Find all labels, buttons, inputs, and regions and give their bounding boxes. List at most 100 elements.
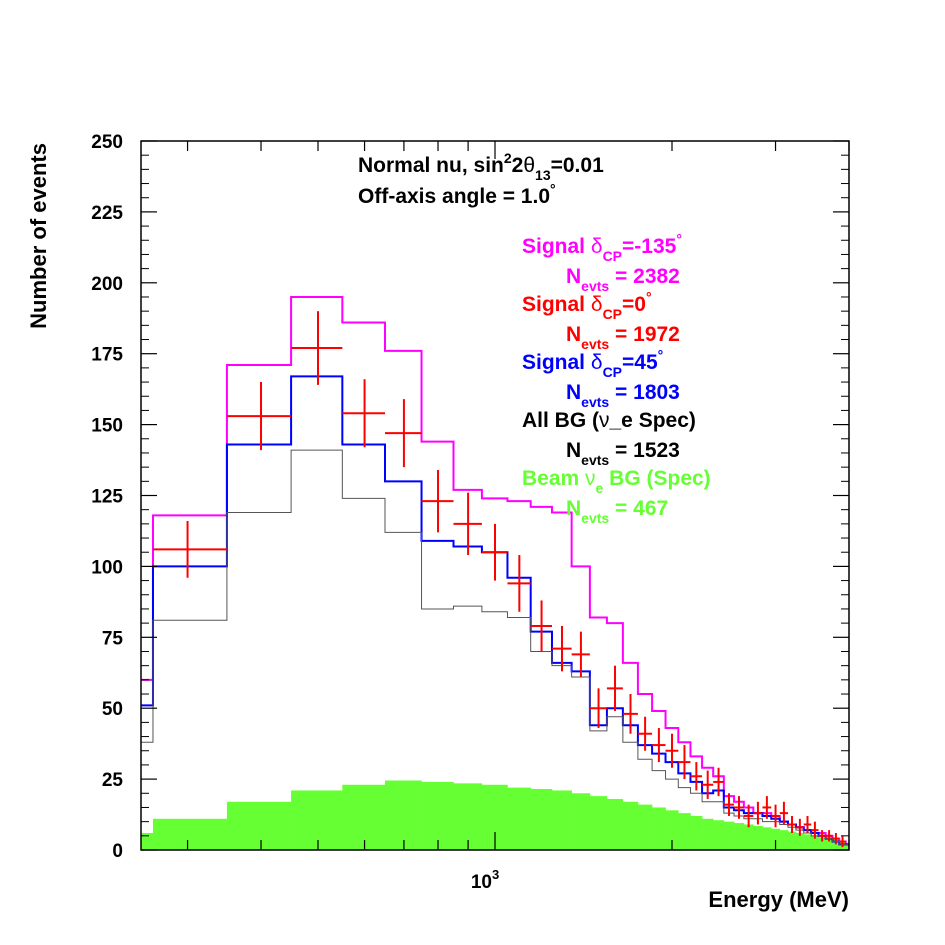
data-point [713, 767, 724, 797]
beam-bg-bar [771, 828, 781, 850]
data-point [803, 815, 812, 833]
beam-bg-bar [652, 807, 666, 850]
beam-bg-bar [825, 838, 833, 850]
beam-bg-bar [507, 787, 531, 850]
beam-bg-bar [342, 784, 386, 850]
beam-bg-bar [743, 824, 754, 850]
beam-bg-bar [291, 790, 343, 850]
fill-layer [141, 780, 850, 850]
beam-bg-bar [734, 823, 745, 850]
y-tick-label: 75 [102, 628, 124, 649]
beam-bg-bar [678, 813, 691, 850]
data-point [734, 796, 744, 819]
data-point [818, 830, 826, 842]
beam-bg-bar [762, 827, 772, 850]
data-point [342, 379, 385, 448]
title-line-1: Normal nu, sin22θ13=0.01 [358, 150, 604, 183]
x-axis-label: Energy (MeV) [708, 887, 849, 912]
legend-count: Nevts = 467 [566, 497, 668, 526]
legend-count: Nevts = 1523 [566, 439, 680, 468]
data-point [665, 733, 679, 768]
beam-bg-bar [832, 840, 840, 850]
legend-entry: Signal δCP=0°Nevts = 1972 [522, 289, 680, 352]
step-layer [141, 295, 849, 846]
data-point [762, 796, 772, 819]
data-point [384, 399, 422, 468]
data-point [787, 815, 796, 833]
beam-bg-bar [665, 810, 679, 850]
y-tick-label: 125 [91, 487, 123, 508]
y-tick-label: 200 [91, 274, 123, 295]
legend-entry: Signal δCP=45°Nevts = 1803 [522, 347, 680, 410]
data-point [589, 688, 607, 729]
beam-bg-bar [795, 832, 805, 850]
y-tick-label: 150 [91, 416, 123, 437]
beam-bg-bar [530, 789, 553, 850]
title-line-2: Off-axis angle = 1.0° [358, 181, 556, 208]
data-point [453, 492, 482, 556]
legend-count: Nevts = 2382 [566, 265, 680, 294]
legend-entry: Signal δCP=-135°Nevts = 2382 [522, 231, 682, 294]
beam-bg-bar [606, 798, 624, 850]
data-point [825, 830, 833, 842]
legend-entry: Beam νe BG (Spec)Nevts = 467 [522, 467, 711, 526]
points-layer [152, 311, 846, 848]
beam-bg-bar [811, 835, 819, 850]
legend-label: All BG (ν_e Spec) [522, 409, 696, 432]
beam-bg-bar [384, 780, 422, 850]
data-point [571, 631, 590, 678]
beam-bg-bar [421, 781, 454, 850]
data-point [606, 665, 623, 712]
data-point [530, 600, 552, 652]
all-bg-line [141, 449, 849, 845]
beam-bg-bar [141, 832, 154, 850]
y-tick-label: 25 [102, 770, 124, 791]
y-tick-label: 250 [91, 132, 123, 153]
legend-label: Beam νe BG (Spec) [522, 467, 711, 496]
beam-bg-bar [551, 790, 572, 850]
legend-label: Signal δCP=45° [522, 347, 663, 380]
data-point [743, 804, 754, 828]
data-point [637, 716, 653, 751]
data-point [795, 818, 804, 836]
legend-label: Signal δCP=0° [522, 289, 652, 322]
beam-bg-bar [713, 820, 725, 850]
data-point [779, 801, 788, 825]
y-axis-label: Number of events [26, 143, 51, 329]
data-point [811, 821, 819, 839]
data-point [678, 745, 691, 780]
legend-label: Signal δCP=-135° [522, 231, 682, 264]
beam-bg-bar [152, 818, 228, 850]
data-point [753, 801, 763, 825]
data-point [291, 311, 343, 385]
data-point [839, 835, 846, 848]
data-point [421, 469, 454, 533]
data-point [723, 793, 735, 816]
data-point [507, 555, 531, 612]
data-point [226, 382, 292, 451]
beam-bg-bar [702, 818, 714, 850]
beam-bg-bar [787, 831, 797, 850]
data-point [771, 804, 780, 828]
beam-bg-bar [818, 837, 826, 850]
x-tick-label: 103 [471, 867, 499, 893]
beam-bg-bar [637, 804, 653, 850]
beam-bg-bar [723, 821, 735, 850]
data-point [481, 523, 508, 581]
data-point [652, 728, 666, 763]
beam-bg-bar [571, 793, 591, 850]
data-point [702, 770, 714, 799]
beam-bg-bar [453, 783, 483, 850]
y-tick-label: 175 [91, 345, 123, 366]
beam-bg-bar [690, 815, 703, 850]
y-tick-label: 100 [91, 557, 123, 578]
tick-layer: 0 25 50 75 100 125 150 175 200 225 250 103 [91, 132, 850, 893]
beam-bg-bar [803, 834, 812, 850]
beam-bg-bar [622, 801, 639, 850]
legend-count: Nevts = 1803 [566, 381, 680, 410]
y-tick-label: 225 [91, 203, 123, 224]
beam-bg-bar [753, 825, 763, 850]
